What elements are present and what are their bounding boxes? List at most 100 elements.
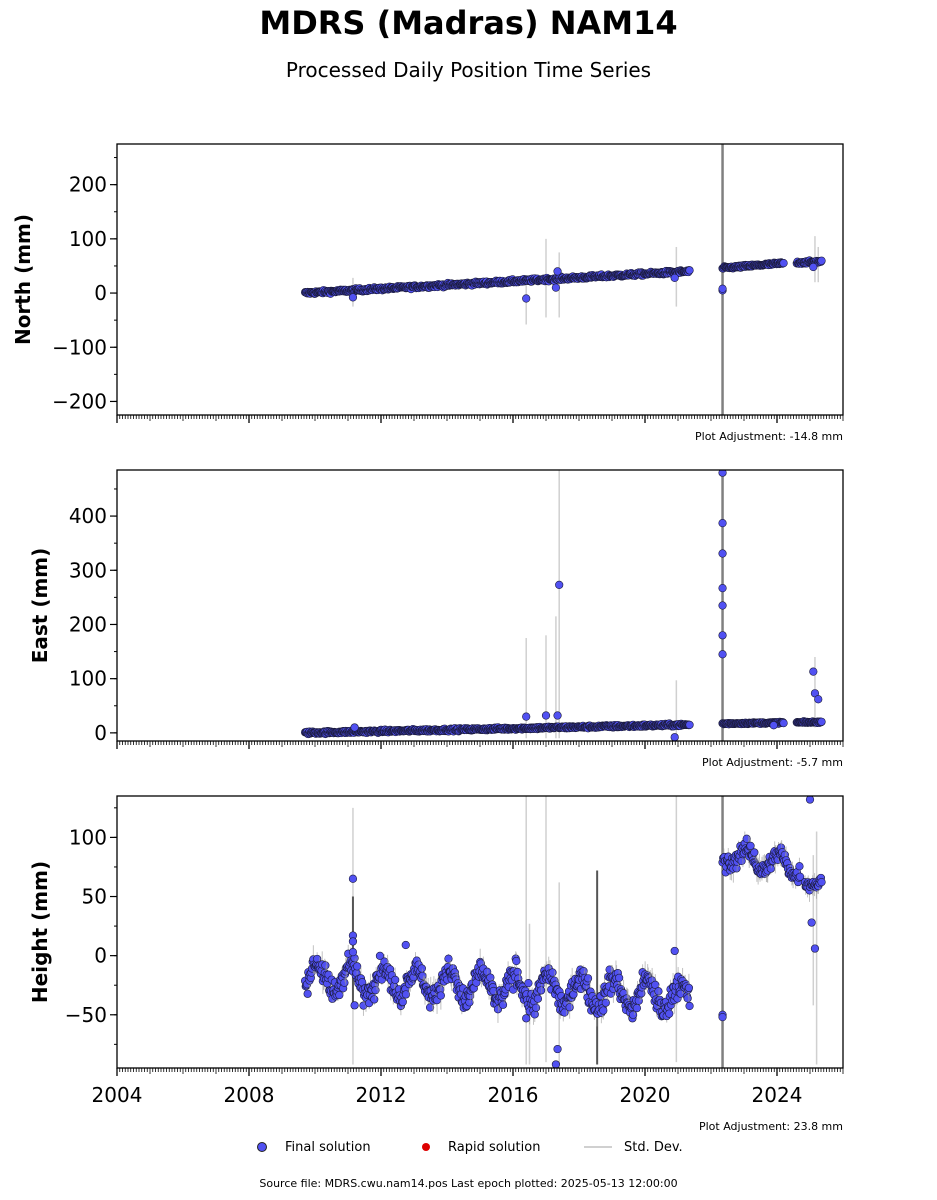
data-point bbox=[375, 951, 385, 960]
data-point bbox=[670, 946, 679, 956]
data-point bbox=[579, 967, 588, 976]
legend-std-label: Std. Dev. bbox=[624, 1139, 683, 1155]
data-point bbox=[809, 262, 818, 272]
chart-title: MDRS (Madras) NAM14 bbox=[259, 4, 678, 42]
data-point bbox=[401, 990, 411, 999]
plot-frame bbox=[116, 469, 844, 742]
y-tick-label: 0 bbox=[94, 944, 107, 968]
data-point bbox=[665, 1009, 674, 1018]
data-point bbox=[512, 956, 521, 966]
data-point bbox=[632, 1004, 641, 1013]
data-point bbox=[553, 267, 562, 276]
data-point bbox=[551, 1060, 560, 1068]
data-point bbox=[583, 974, 593, 983]
data-point bbox=[553, 711, 562, 720]
plot-area bbox=[301, 470, 826, 741]
legend-rapid: Rapid solution bbox=[422, 1136, 540, 1158]
data-point bbox=[737, 856, 746, 866]
x-tick-label: 2020 bbox=[620, 1083, 671, 1107]
data-point bbox=[805, 796, 815, 804]
y-axis-label: Height (mm) bbox=[28, 861, 52, 1003]
data-point bbox=[779, 718, 788, 728]
data-point bbox=[685, 1001, 694, 1011]
legend: Final solution Rapid solution Std. Dev. bbox=[0, 1136, 937, 1158]
panel-height: −50 0 50 100 2004 2008 2012 2016 2020 2024 Height … bbox=[28, 795, 844, 1133]
data-point bbox=[685, 720, 694, 729]
y-axis-label: East (mm) bbox=[28, 548, 52, 664]
data-point bbox=[548, 968, 557, 977]
data-point bbox=[522, 712, 531, 721]
data-point bbox=[436, 991, 445, 1000]
data-point bbox=[335, 990, 344, 1000]
data-point bbox=[486, 973, 495, 982]
data-point bbox=[524, 979, 533, 988]
data-point bbox=[541, 711, 551, 720]
data-point bbox=[551, 283, 561, 292]
y-tick-label: 50 bbox=[82, 885, 107, 909]
data-point bbox=[807, 918, 816, 927]
data-point bbox=[401, 940, 410, 950]
plot-area bbox=[301, 796, 826, 1068]
y-tick-label: 300 bbox=[69, 558, 107, 582]
x-tick-label: 2024 bbox=[752, 1083, 803, 1107]
data-point bbox=[685, 266, 694, 275]
data-point bbox=[750, 848, 759, 857]
plot-frame bbox=[116, 795, 844, 1069]
data-point bbox=[684, 983, 694, 993]
data-point bbox=[654, 987, 663, 996]
data-point bbox=[425, 1003, 435, 1012]
legend-final: Final solution bbox=[257, 1136, 371, 1158]
data-point bbox=[522, 1014, 531, 1023]
data-point bbox=[615, 973, 624, 982]
data-point bbox=[370, 995, 379, 1004]
y-tick-label: 200 bbox=[69, 612, 107, 636]
data-point bbox=[398, 997, 407, 1006]
data-point bbox=[718, 601, 727, 610]
y-axis-label: North (mm) bbox=[11, 214, 35, 345]
x-tick-label: 2008 bbox=[224, 1083, 275, 1107]
data-point bbox=[795, 872, 805, 881]
plot-adjustment: Plot Adjustment: -14.8 mm bbox=[695, 430, 843, 443]
data-point bbox=[718, 631, 727, 640]
data-point bbox=[533, 994, 543, 1003]
legend-final-label: Final solution bbox=[285, 1139, 371, 1155]
data-point bbox=[809, 667, 818, 676]
data-point bbox=[340, 978, 349, 987]
data-point bbox=[391, 975, 400, 984]
data-point bbox=[599, 1006, 608, 1015]
data-point bbox=[371, 986, 380, 995]
data-point bbox=[670, 733, 679, 741]
y-tick-label: −200 bbox=[52, 389, 107, 413]
data-point bbox=[810, 944, 820, 953]
data-point bbox=[348, 293, 358, 302]
data-point bbox=[670, 273, 679, 282]
y-tick-label: 0 bbox=[94, 281, 107, 305]
legend-rapid-label: Rapid solution bbox=[448, 1139, 541, 1155]
y-tick-label: 100 bbox=[69, 227, 107, 251]
data-point bbox=[350, 723, 359, 732]
data-point bbox=[444, 954, 453, 963]
data-point bbox=[565, 1003, 574, 1012]
std-dev-line-icon bbox=[584, 1146, 612, 1148]
data-point bbox=[817, 877, 826, 887]
data-point bbox=[718, 549, 727, 558]
data-point bbox=[718, 584, 727, 593]
chart-subtitle: Processed Daily Position Time Series bbox=[285, 58, 652, 82]
source-footer: Source file: MDRS.cwu.nam14.pos Last epo… bbox=[259, 1177, 678, 1190]
data-point bbox=[522, 294, 531, 303]
data-point bbox=[718, 1013, 727, 1022]
x-tick-label: 2004 bbox=[92, 1083, 143, 1107]
data-point bbox=[553, 1044, 562, 1054]
data-point bbox=[795, 862, 804, 871]
data-point bbox=[348, 937, 358, 946]
x-tick-label: 2012 bbox=[356, 1083, 407, 1107]
data-point bbox=[555, 580, 564, 590]
plot-area bbox=[301, 144, 826, 415]
data-point bbox=[718, 650, 727, 659]
data-point bbox=[353, 962, 362, 971]
data-point bbox=[683, 994, 692, 1003]
data-point bbox=[718, 470, 727, 477]
data-point bbox=[817, 717, 826, 726]
y-tick-label: 100 bbox=[69, 825, 107, 849]
